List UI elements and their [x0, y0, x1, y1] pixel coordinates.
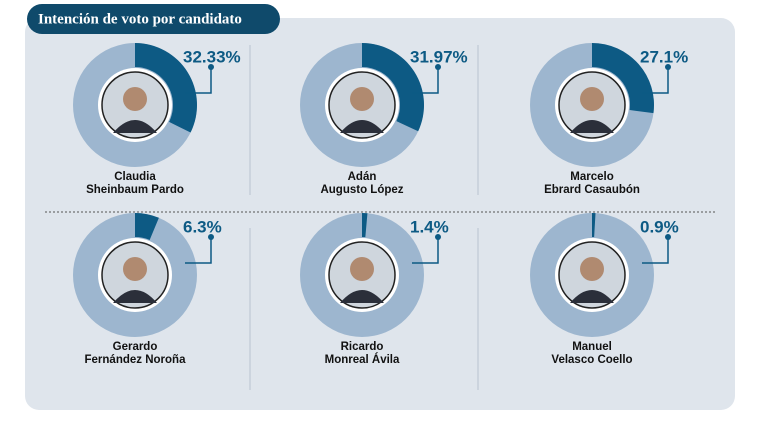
photo-body	[113, 290, 157, 303]
candidate-name: Manuel	[572, 341, 612, 353]
leader-dot	[208, 234, 214, 240]
candidate-name: Augusto López	[320, 184, 403, 196]
slice	[362, 43, 424, 132]
title: Intención de voto por candidato	[38, 11, 242, 27]
candidate-name: Ebrard Casaubón	[544, 184, 640, 196]
photo-head	[123, 257, 147, 281]
leader-line	[642, 67, 669, 94]
leader-dot	[208, 64, 214, 70]
photo-head	[350, 257, 374, 281]
leader-dot	[665, 64, 671, 70]
leader-dot	[435, 234, 441, 240]
candidate-name: Velasco Coello	[551, 354, 632, 366]
photo-head	[123, 87, 147, 111]
leader-line	[412, 67, 439, 94]
leader-line	[185, 237, 212, 264]
slice	[362, 213, 368, 238]
candidate-name: Adán	[348, 171, 377, 183]
candidate-name: Fernández Noroña	[85, 354, 187, 366]
leader-line	[412, 237, 439, 264]
value-label: 27.1%	[640, 47, 688, 66]
photo-body	[340, 120, 384, 133]
photo-body	[570, 290, 614, 303]
slice	[135, 213, 159, 240]
photo-head	[580, 87, 604, 111]
photo-head	[350, 87, 374, 111]
slice	[592, 43, 654, 114]
photo-body	[570, 120, 614, 133]
value-label: 0.9%	[640, 217, 679, 236]
value-label: 32.33%	[183, 47, 241, 66]
value-label: 1.4%	[410, 217, 449, 236]
candidate-name: Sheinbaum Pardo	[86, 184, 184, 196]
candidate-name: Ricardo	[341, 341, 384, 353]
slice	[135, 43, 198, 133]
photo-body	[340, 290, 384, 303]
slice	[592, 213, 596, 238]
photo-head	[580, 257, 604, 281]
value-label: 6.3%	[183, 217, 222, 236]
leader-line	[642, 237, 669, 264]
leader-dot	[435, 64, 441, 70]
value-label: 31.97%	[410, 47, 468, 66]
candidate-name: Claudia	[114, 171, 156, 183]
leader-line	[185, 67, 212, 94]
candidate-name: Marcelo	[570, 171, 613, 183]
candidate-name: Monreal Ávila	[325, 353, 400, 366]
leader-dot	[665, 234, 671, 240]
title-pill	[27, 4, 280, 34]
photo-body	[113, 120, 157, 133]
candidate-name: Gerardo	[113, 341, 158, 353]
